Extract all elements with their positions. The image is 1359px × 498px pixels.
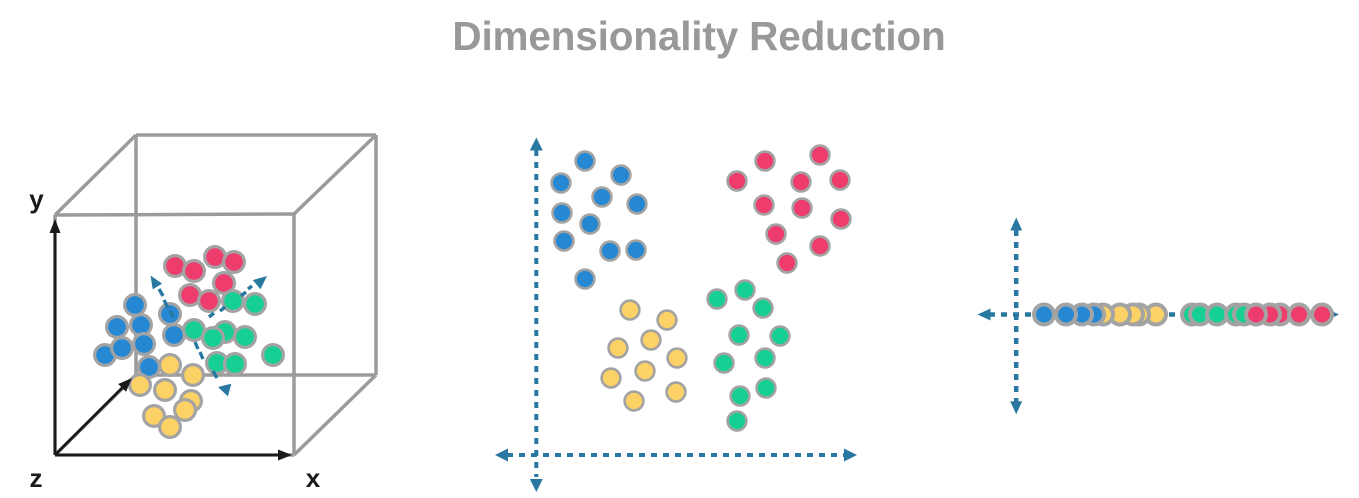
svg-text:z: z [30,463,43,493]
svg-text:y: y [29,184,44,214]
svg-text:Dimensionality Reduction: Dimensionality Reduction [452,13,945,59]
svg-text:x: x [306,463,321,493]
